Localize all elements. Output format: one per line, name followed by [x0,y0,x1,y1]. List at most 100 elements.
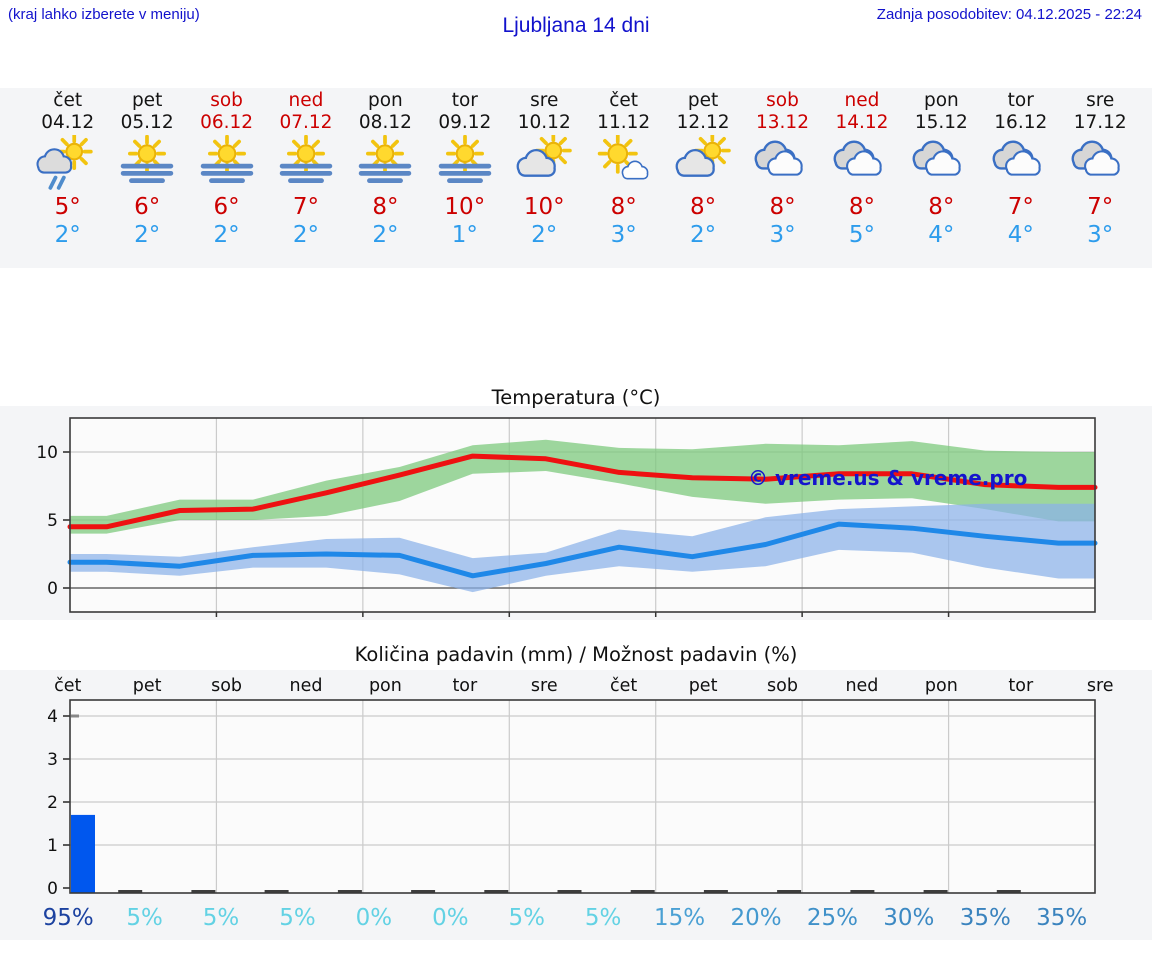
sun-small-cloud-icon [584,134,663,192]
cloudy-icon [1060,134,1139,192]
day-low-temp: 2° [134,222,161,248]
svg-text:4: 4 [47,707,58,727]
location-menu-note[interactable]: (kraj lahko izberete v meniju) [8,6,200,23]
precip-day-label: čet [54,676,82,696]
day-name: pon [368,90,403,111]
day-column: čet 04.12 5° 2° [28,90,107,250]
precip-day-label: pet [688,676,718,696]
day-low-temp: 2° [531,222,558,248]
day-low-temp: 2° [54,222,81,248]
day-low-temp: 5° [848,222,875,248]
cloudy-icon [902,134,981,192]
day-column: ned 07.12 7° 2° [266,90,345,250]
day-name: sre [1086,90,1115,111]
sun-cloud-rain-icon [28,134,107,192]
day-date: 15.12 [914,112,968,133]
day-high-temp: 8° [372,194,399,220]
day-high-temp: 8° [610,194,637,220]
day-name: sob [766,90,799,111]
day-low-temp: 4° [928,222,955,248]
temp-chart-title: Temperatura (°C) [491,386,661,409]
day-high-temp: 6° [134,194,161,220]
day-column: tor 09.12 10° 1° [425,90,504,250]
precip-probability-row: 95% 5% 5% 5% 0% 0% 5% 5% 15% 20% 25% 30% 35% 35% [30,902,1100,934]
cloudy-icon [743,134,822,192]
cloud-sun-icon [663,134,742,192]
precip-probability: 5% [202,905,240,931]
precip-day-label: pet [132,676,162,696]
precip-probability: 0% [432,905,469,931]
temperature-chart: 0 5 10 © vreme.us & vreme.pro [0,413,1152,620]
day-name: pet [687,90,719,111]
precip-probability: 15% [654,905,706,931]
day-column: pon 15.12 8° 4° [902,90,981,250]
day-low-temp: 2° [372,222,399,248]
day-high-temp: 8° [848,194,875,220]
svg-text:10: 10 [36,443,58,463]
day-high-temp: 7° [1007,194,1034,220]
day-column: sre 17.12 7° 3° [1060,90,1139,250]
precip-day-label: sob [211,676,243,696]
days-strip: čet 04.12 5° 2° pet 05.12 6° 2° sob 06.12 [28,90,1140,250]
day-column: sob 13.12 8° 3° [743,90,822,250]
day-date: 08.12 [358,112,412,133]
cloud-sun-icon [505,134,584,192]
day-column: sob 06.12 6° 2° [187,90,266,250]
day-high-temp: 6° [213,194,240,220]
day-date: 10.12 [517,112,571,133]
day-high-temp: 7° [1087,194,1114,220]
sun-fog-icon [266,134,345,192]
day-high-temp: 8° [690,194,717,220]
day-high-temp: 5° [54,194,81,220]
precip-probability: 95% [42,905,94,931]
day-low-temp: 2° [690,222,717,248]
day-name: ned [288,90,324,111]
day-high-temp: 10° [444,194,486,220]
svg-text:1: 1 [47,836,58,856]
day-low-temp: 4° [1007,222,1034,248]
day-date: 17.12 [1073,112,1127,133]
precip-probability: 5% [508,905,545,931]
svg-text:© vreme.us & vreme.pro: © vreme.us & vreme.pro [748,466,1027,490]
precip-chart-title: Količina padavin (mm) / Možnost padavin … [354,643,798,666]
day-name: ned [844,90,880,111]
day-low-temp: 3° [1087,222,1114,248]
cloudy-icon [822,134,901,192]
precip-day-label: čet [610,676,638,696]
precip-day-label: ned [845,676,879,696]
day-name: pon [923,90,959,111]
day-high-temp: 8° [769,194,796,220]
days-strip-background [0,88,1152,268]
day-low-temp: 2° [292,222,320,248]
precip-day-label: pon [924,676,958,696]
svg-text:5: 5 [47,511,58,531]
precip-probability: 30% [883,905,935,931]
day-name: tor [1007,90,1034,111]
day-column: čet 11.12 8° 3° [584,90,663,250]
precip-probability: 0% [355,905,393,931]
page-title: Ljubljana 14 dni [502,14,650,37]
precipitation-chart: 0 1 2 3 4 [0,698,1152,900]
precip-day-label: tor [1008,676,1034,696]
precip-day-label: sre [530,676,558,696]
precip-day-label: ned [289,676,323,696]
precip-probability: 35% [1036,905,1088,931]
day-low-temp: 3° [769,222,796,248]
precip-day-label: sre [1086,676,1114,696]
day-name: sre [530,90,559,111]
day-column: pon 08.12 8° 2° [346,90,425,250]
day-date: 13.12 [756,112,809,133]
day-column: sre 10.12 10° 2° [505,90,584,250]
day-date: 05.12 [120,112,174,133]
precip-probability: 5% [126,905,163,931]
sun-fog-icon [187,134,266,192]
svg-text:3: 3 [47,750,58,770]
sun-fog-icon [425,134,504,192]
day-date: 14.12 [835,112,889,133]
day-name: sob [210,90,243,111]
sun-fog-icon [107,134,186,192]
day-low-temp: 3° [610,222,637,248]
day-name: pet [131,90,163,111]
precip-probability: 25% [806,905,858,931]
day-name: tor [451,90,478,111]
